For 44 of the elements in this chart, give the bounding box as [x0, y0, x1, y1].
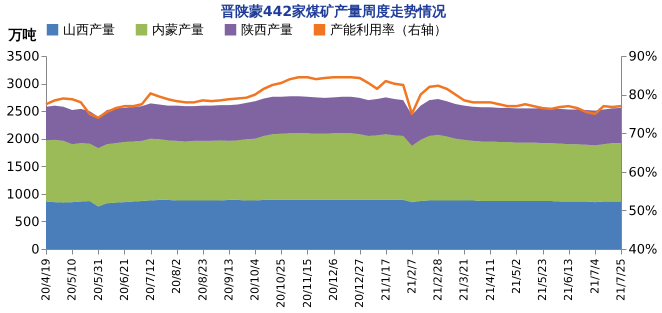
x-tick-label: 21/6/13 [562, 258, 576, 301]
x-tick-label: 21/4/11 [484, 258, 497, 301]
legend-label: 内蒙产量 [152, 22, 204, 38]
x-tick-label: 20/7/12 [144, 258, 158, 301]
x-tick-label: 20/9/13 [222, 258, 236, 301]
y2-tick-label: 90% [628, 50, 658, 64]
y2-tick-label: 70% [628, 126, 658, 142]
y-tick-label: 2000 [6, 132, 40, 148]
x-tick-label: 20/8/23 [196, 258, 210, 301]
x-tick-label: 21/7/4 [588, 258, 602, 294]
x-tick-label: 21/2/7 [405, 258, 418, 294]
x-tick-label: 20/10/4 [248, 258, 262, 301]
x-tick-label: 20/4/19 [40, 258, 52, 301]
chart-title: 晋陕蒙442家煤矿产量周度走势情况 [220, 3, 448, 20]
x-tick-label: 20/5/31 [92, 258, 105, 301]
y2-tick-label: 40% [628, 242, 658, 258]
y-tick-label: 3500 [6, 50, 40, 64]
y2-tick-label: 60% [628, 165, 658, 180]
legend-label: 山西产量 [63, 22, 115, 38]
x-tick-label: 21/5/2 [510, 258, 523, 294]
x-tick-label: 21/5/23 [536, 258, 550, 301]
y-tick-label: 500 [14, 214, 40, 230]
y2-tick-label: 50% [628, 204, 658, 219]
legend-label: 陕西产量 [241, 22, 293, 38]
y-tick-label: 1000 [6, 187, 40, 202]
x-tick-label: 21/3/21 [458, 258, 471, 301]
x-tick-label: 20/12/27 [353, 258, 366, 308]
x-tick-label: 21/7/25 [614, 258, 628, 301]
x-tick-label: 20/6/21 [118, 258, 131, 301]
y-axis-title: 万吨 [8, 28, 36, 44]
line-series [44, 76, 622, 120]
x-tick-label: 20/8/2 [170, 258, 184, 294]
x-tick-label: 20/11/15 [300, 258, 314, 308]
y-tick-label: 1500 [6, 160, 40, 175]
x-tick-label: 20/12/6 [327, 258, 340, 301]
x-tick-label: 21/2/28 [432, 258, 445, 301]
legend-label: 产能利用率（右轴） [330, 22, 447, 38]
x-tick-label: 20/10/25 [274, 258, 288, 308]
y-tick-label: 0 [31, 242, 40, 258]
x-tick-label: 20/5/10 [66, 258, 79, 301]
y2-tick-label: 80% [628, 88, 658, 104]
x-tick-label: 21/1/17 [379, 258, 392, 301]
y-tick-label: 3000 [6, 77, 40, 92]
y-tick-label: 2500 [6, 104, 40, 120]
